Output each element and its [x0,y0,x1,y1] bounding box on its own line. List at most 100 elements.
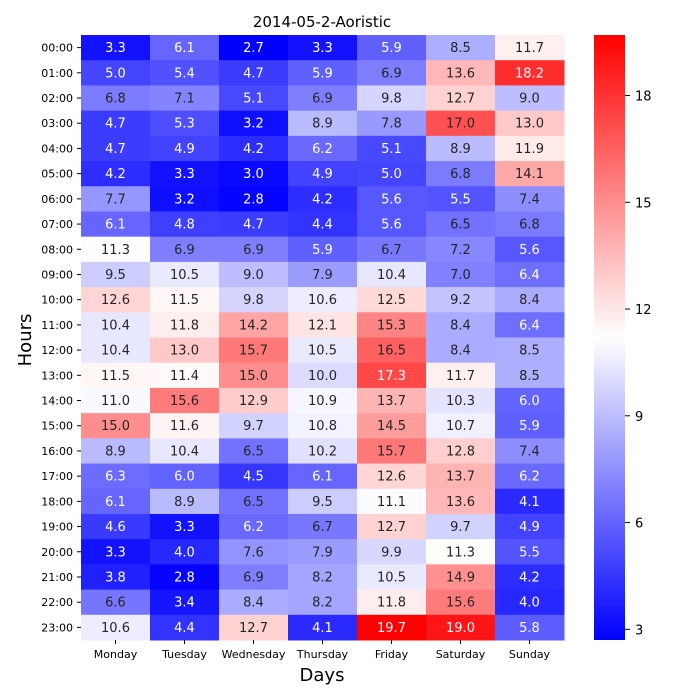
cell-value-label: 9.0 [519,92,540,107]
cell-value-label: 3.2 [243,117,264,132]
cell-value-label: 13.7 [377,394,406,409]
cell-value-label: 6.9 [174,243,195,258]
x-tick-label: Sunday [509,648,551,661]
heatmap-cell [150,236,220,263]
cell-value-label: 10.4 [101,344,130,359]
y-tick-label: 11:00 [41,319,73,332]
cell-value-label: 6.4 [519,318,540,333]
heatmap-cell [81,564,151,591]
heatmap-cell [219,85,289,112]
cell-value-label: 11.3 [101,243,130,258]
cell-value-label: 13.6 [446,495,475,510]
heatmap-cell [150,564,220,591]
cell-value-label: 6.8 [519,218,540,233]
cell-value-label: 6.4 [519,268,540,283]
cell-value-label: 12.6 [377,470,406,485]
cell-value-label: 4.1 [312,621,333,636]
heatmap-cell [288,110,358,137]
cell-value-label: 3.3 [105,545,126,560]
heatmap-cell [150,35,220,61]
cell-value-label: 10.0 [308,369,337,384]
heatmap-cell [426,287,496,313]
cell-value-label: 7.9 [312,268,333,283]
cell-value-label: 7.1 [174,92,195,107]
heatmap-cell [288,362,358,389]
heatmap-cell [288,287,358,313]
heatmap-cell [150,413,220,439]
cell-value-label: 6.9 [381,66,402,81]
heatmap-cell [288,438,358,465]
cell-value-label: 7.0 [450,268,471,283]
cell-value-label: 4.6 [105,520,126,535]
heatmap-cell [288,463,358,490]
heatmap-cell [288,513,358,540]
cell-value-label: 5.5 [519,545,540,560]
heatmap-cell [81,236,151,263]
heatmap-cell [81,438,151,465]
heatmap-cell [495,463,565,490]
y-tick-label: 07:00 [41,218,73,231]
cell-value-label: 12.7 [239,621,268,636]
heatmap-cell [495,135,565,162]
cell-value-label: 4.9 [519,520,540,535]
heatmap-cell [81,312,151,338]
y-tick-label: 03:00 [41,117,73,130]
heatmap-cell [150,110,220,137]
cell-value-label: 5.6 [519,243,540,258]
cell-value-label: 6.1 [105,495,126,510]
y-tick-label: 13:00 [41,369,73,382]
y-tick-label: 19:00 [41,521,73,534]
heatmap-cell [495,539,565,565]
heatmap-cell [495,236,565,263]
heatmap-cell [288,85,358,112]
cell-value-label: 6.1 [312,470,333,485]
cell-value-label: 10.7 [446,419,475,434]
x-tick-label: Tuesday [161,648,207,661]
heatmap-cell [150,85,220,112]
y-tick-label: 10:00 [41,294,73,307]
cell-value-label: 8.5 [519,344,540,359]
heatmap-cell [150,589,220,616]
cell-value-label: 7.6 [243,545,264,560]
chart-title: 2014-05-2-Aoristic [253,13,391,31]
heatmap-cell [150,161,220,187]
cell-value-label: 9.5 [105,268,126,283]
heatmap-cell [426,463,496,490]
heatmap-cell [357,35,427,61]
heatmap-cell [81,186,151,212]
cell-value-label: 11.1 [377,495,406,510]
cell-value-label: 3.3 [105,41,126,56]
heatmap-cells: 3.3 6.1 2.7 3.3 5.9 8.5 11.7 5.0 5.4 4.7 5.9 6.9 13.… [81,35,565,641]
heatmap-cell [219,110,289,137]
cell-value-label: 10.4 [377,268,406,283]
heatmap-cell [81,211,151,238]
cell-value-label: 15.6 [170,394,199,409]
heatmap-cell [426,135,496,162]
cell-value-label: 4.2 [105,167,126,182]
heatmap-cell [426,85,496,112]
heatmap-cell [288,186,358,212]
cell-value-label: 6.5 [243,495,264,510]
cell-value-label: 12.5 [377,293,406,308]
cell-value-label: 10.5 [377,570,406,585]
cell-value-label: 12.8 [446,444,475,459]
heatmap-cell [357,135,427,162]
y-tick-label: 01:00 [41,67,73,80]
cell-value-label: 13.0 [170,344,199,359]
cell-value-label: 3.4 [174,596,195,611]
heatmap-cell [495,186,565,212]
cell-value-label: 15.6 [446,596,475,611]
heatmap-cell [426,564,496,591]
cell-value-label: 16.5 [377,344,406,359]
heatmap-cell [288,261,358,288]
cell-value-label: 6.6 [105,596,126,611]
heatmap-cell [81,85,151,112]
y-tick-label: 02:00 [41,92,73,105]
heatmap-cell [219,60,289,86]
heatmap-cell [426,438,496,465]
heatmap-cell [495,614,565,641]
cell-value-label: 15.7 [239,344,268,359]
y-tick-label: 22:00 [41,596,73,609]
cell-value-label: 9.9 [381,545,402,560]
